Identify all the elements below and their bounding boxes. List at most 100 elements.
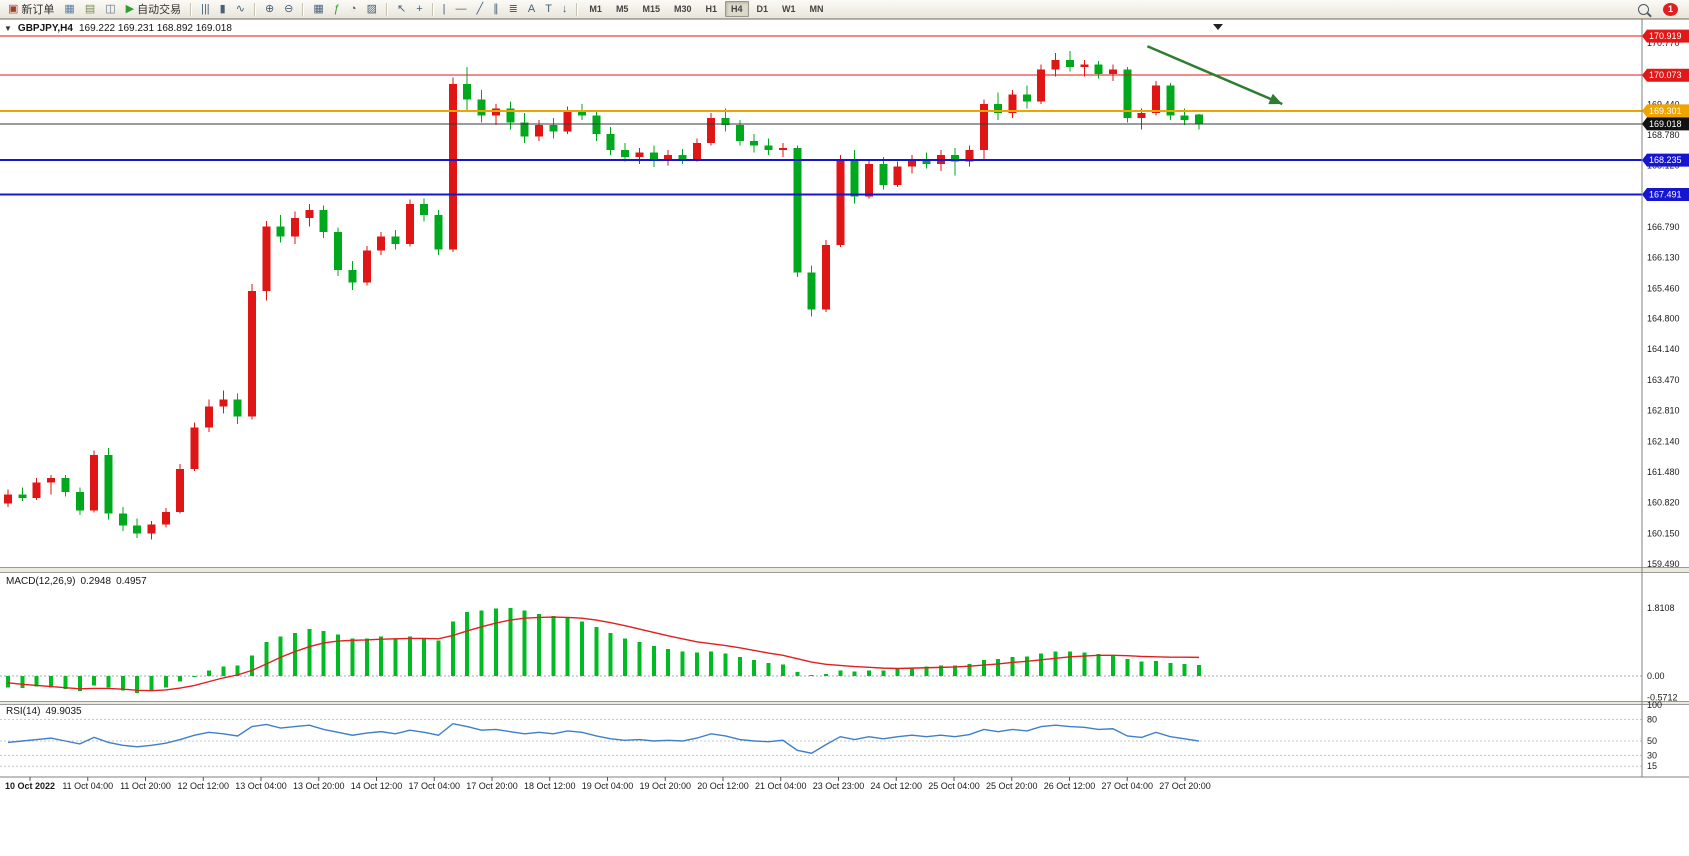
candle	[420, 198, 429, 222]
macd-histogram-bar	[766, 662, 771, 676]
equidistant-channel-button[interactable]: ∥	[488, 0, 504, 19]
candle	[649, 145, 658, 168]
candle	[879, 157, 888, 190]
candle-body	[793, 147, 802, 273]
macd-histogram-bar	[910, 667, 915, 676]
timeframe-m15-button[interactable]: M15	[642, 4, 660, 14]
candle-body	[1080, 64, 1089, 68]
candle	[821, 240, 830, 312]
macd-histogram-bar	[666, 648, 671, 676]
macd-histogram-bar	[996, 659, 1001, 676]
macd-scale-label: -0.5712	[1647, 692, 1678, 702]
chart-windows-button[interactable]: ▦	[59, 0, 79, 19]
timeframe-m1-button[interactable]: M1	[589, 4, 602, 14]
timeframe-h1-button[interactable]: H1	[705, 4, 717, 14]
text-button[interactable]: A	[523, 0, 540, 19]
trend-arrow[interactable]	[1146, 45, 1283, 106]
candlestick-chart-button[interactable]: ▮	[215, 0, 231, 19]
macd-histogram-bar	[723, 653, 728, 676]
arrow-marker-button[interactable]: ↓	[557, 0, 573, 19]
search-button[interactable]	[1633, 0, 1654, 19]
macd-indicator-label: MACD(12,26,9) 0.2948 0.4957	[6, 576, 152, 587]
cursor-button[interactable]: ↖	[392, 0, 411, 19]
auto-trading-button[interactable]: ▶ 自动交易	[121, 0, 186, 19]
macd-main-value: 0.2948	[80, 576, 112, 587]
candle-body	[204, 406, 213, 428]
notification-badge[interactable]: 1	[1663, 2, 1678, 16]
period-settings-button[interactable]: ◔	[345, 0, 362, 19]
macd-histogram-bar	[867, 670, 871, 676]
macd-signal-line	[7, 616, 1200, 692]
macd-histogram-bar	[249, 655, 254, 676]
time-axis-label: 10 Oct 2022	[5, 781, 55, 791]
add-indicator-button[interactable]: ƒ	[329, 0, 345, 19]
macd-panel-splitter[interactable]	[0, 567, 1689, 573]
timeframe-h4-button[interactable]: H4	[725, 1, 749, 17]
timeframe-d1-button[interactable]: D1	[756, 4, 769, 14]
macd-signal-value: 0.4957	[116, 576, 147, 587]
candle-body	[1037, 69, 1046, 102]
price-badge	[1642, 117, 1689, 131]
timeframe-m5-button[interactable]: M5	[615, 4, 629, 14]
macd-histogram-bar	[163, 676, 168, 688]
candle-body	[90, 454, 99, 511]
price-axis-label: 160.150	[1647, 529, 1680, 539]
candle	[506, 101, 515, 130]
zoom-in-button[interactable]: ⊕	[260, 0, 279, 19]
tile-windows-button[interactable]: ▦	[308, 0, 328, 19]
time-axis-label: 23 Oct 23:00	[813, 781, 865, 791]
candle-body	[75, 491, 84, 511]
trendline-button[interactable]: ╱	[472, 0, 489, 19]
one-click-trading-arrow[interactable]: ▼	[4, 24, 12, 33]
templates-button[interactable]: ▨	[362, 0, 382, 19]
macd-histogram-bar	[981, 660, 986, 676]
horizontal-line-button[interactable]: —	[451, 0, 472, 19]
crosshair-icon: +	[416, 2, 423, 15]
fibonacci-button[interactable]: ≣	[504, 0, 523, 19]
candle	[549, 117, 558, 139]
price-axis-label: 164.800	[1647, 314, 1680, 324]
vertical-line-button[interactable]: |	[438, 0, 451, 19]
candle	[147, 521, 156, 540]
candle-body	[161, 511, 170, 525]
macd-histogram-bar	[953, 665, 958, 676]
chart-shift-marker[interactable]	[1213, 24, 1223, 30]
new-order-button[interactable]: ▣ 新订单	[3, 0, 59, 19]
candle	[979, 99, 988, 160]
candle-body	[563, 110, 572, 132]
price-badge	[1642, 187, 1689, 201]
timeframe-m30-button[interactable]: M30	[673, 4, 692, 14]
candle-body	[118, 513, 127, 526]
candle-body	[1137, 113, 1146, 118]
candle-body	[879, 164, 888, 185]
macd-histogram-bar	[594, 627, 599, 676]
candle	[477, 90, 486, 123]
macd-histogram-bar	[737, 657, 742, 676]
macd-histogram-layer	[6, 608, 1202, 693]
macd-histogram-bar	[206, 670, 211, 676]
macd-histogram-bar	[823, 674, 828, 676]
rsi-panel-splitter[interactable]	[0, 701, 1689, 705]
zoom-out-button[interactable]: ⊖	[279, 0, 298, 19]
price-axis-label: 160.820	[1647, 498, 1680, 508]
timeframe-mn-button[interactable]: MN	[809, 4, 824, 14]
macd-histogram-bar	[709, 651, 714, 676]
line-chart-button[interactable]: ∿	[231, 0, 250, 19]
rsi-scale-label: 30	[1647, 750, 1657, 760]
macd-histogram-bar	[1197, 665, 1202, 676]
macd-histogram-bar	[795, 672, 800, 676]
candle	[1166, 83, 1175, 121]
bar-chart-button[interactable]: |||	[196, 0, 215, 19]
time-axis-label: 11 Oct 04:00	[62, 781, 113, 791]
chart-canvas[interactable]: 170.770170.110169.440168.780168.120167.4…	[0, 19, 1689, 856]
candle	[391, 230, 400, 250]
cursor-icon: ↖	[396, 2, 407, 15]
timeframe-w1-button[interactable]: W1	[782, 4, 796, 14]
data-window-button[interactable]: ◫	[100, 0, 120, 19]
candle	[994, 92, 1003, 121]
crosshair-button[interactable]: +	[411, 0, 427, 19]
candle-body	[621, 150, 630, 158]
candle-body	[1008, 94, 1017, 114]
profiles-button[interactable]: ▤	[80, 0, 100, 19]
text-label-button[interactable]: T	[540, 0, 557, 19]
